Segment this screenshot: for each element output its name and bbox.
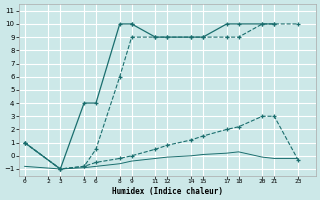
- X-axis label: Humidex (Indice chaleur): Humidex (Indice chaleur): [112, 187, 223, 196]
